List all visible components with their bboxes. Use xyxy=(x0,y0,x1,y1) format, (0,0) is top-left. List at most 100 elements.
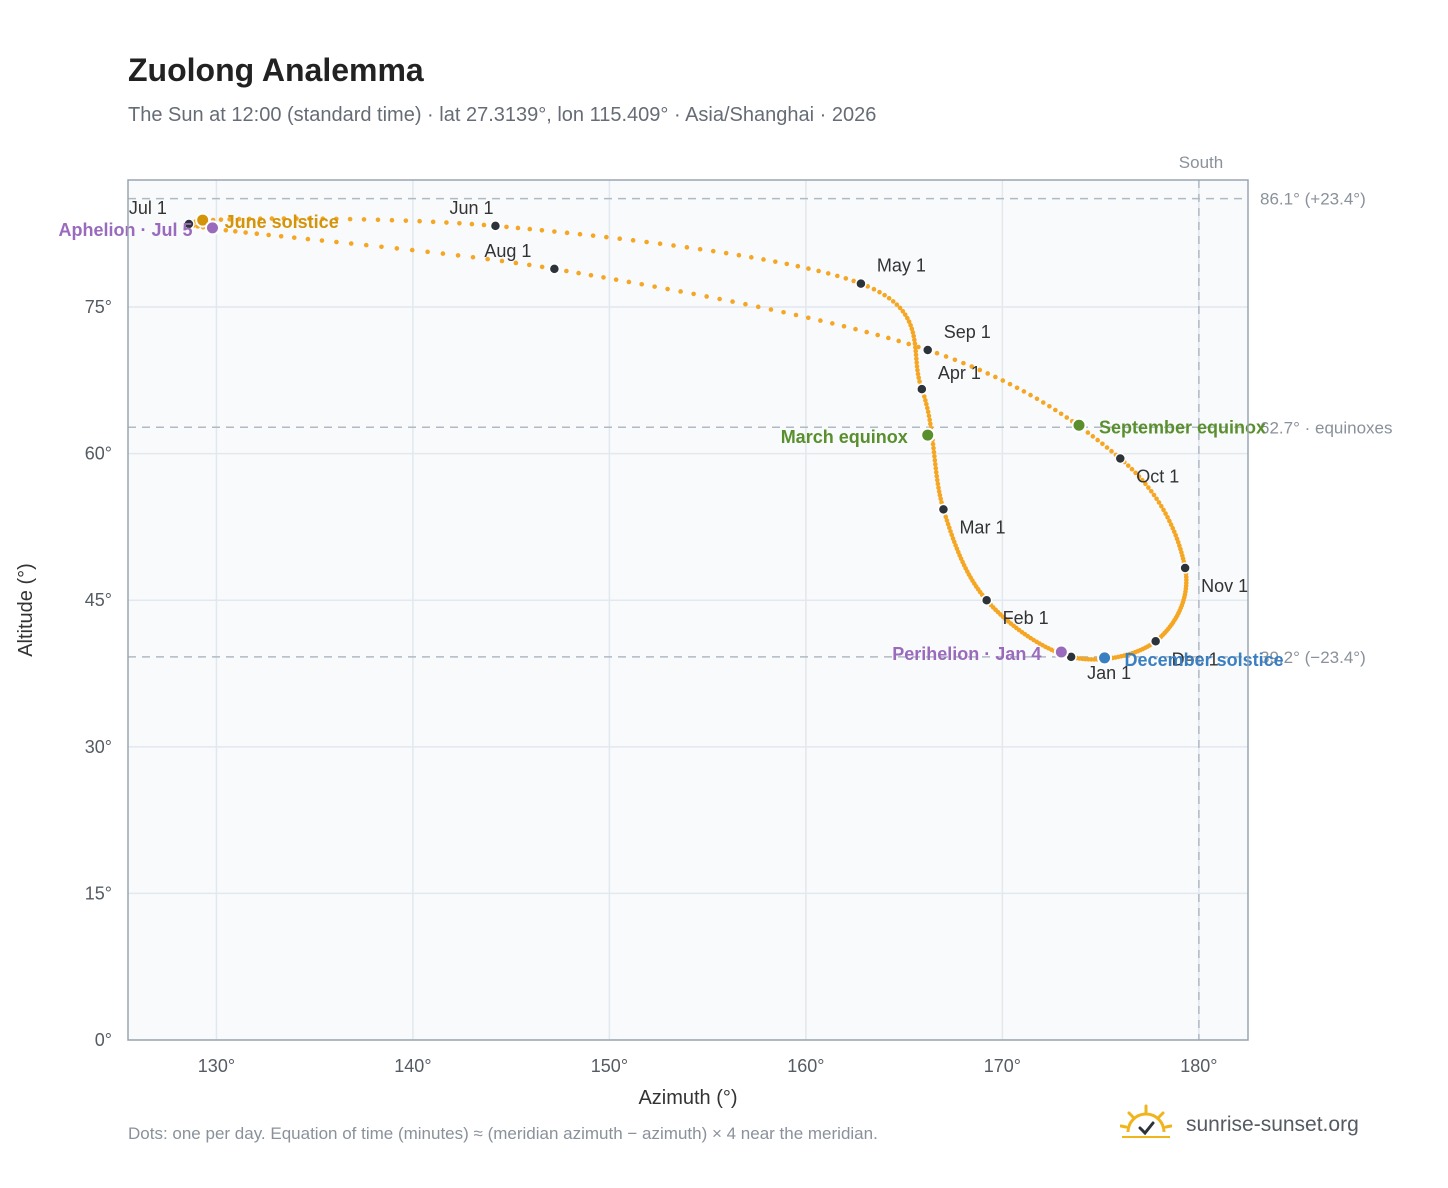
day-dot xyxy=(334,216,339,222)
day-dot xyxy=(1133,470,1138,476)
day-dot xyxy=(409,247,415,253)
day-dot xyxy=(912,337,917,343)
event-label: March equinox xyxy=(781,427,908,447)
day-dot xyxy=(913,348,919,354)
day-dot xyxy=(1163,511,1168,516)
day-dot xyxy=(851,278,856,284)
day-dot xyxy=(875,332,880,338)
day-dot xyxy=(430,219,436,225)
day-dot xyxy=(227,217,232,222)
day-dot xyxy=(781,309,786,315)
x-tick-label: 140° xyxy=(394,1056,431,1076)
day-dot xyxy=(793,312,799,318)
meridian-label: South xyxy=(1179,153,1223,172)
month-label: Oct 1 xyxy=(1136,467,1179,487)
day-dot xyxy=(896,338,901,344)
day-dot xyxy=(952,357,958,363)
month-label: Jul 1 xyxy=(129,198,167,218)
day-dot xyxy=(684,245,690,250)
day-dot xyxy=(865,284,871,289)
day-dot xyxy=(652,284,657,289)
day-dot xyxy=(936,489,942,494)
day-dot xyxy=(934,477,940,483)
month-label: Nov 1 xyxy=(1201,576,1248,596)
day-dot xyxy=(911,333,916,339)
day-dot xyxy=(1090,434,1096,439)
month-label: Aug 1 xyxy=(484,241,531,261)
day-dot xyxy=(1058,411,1064,417)
day-dot xyxy=(945,521,951,527)
day-dot xyxy=(816,268,821,274)
day-dot xyxy=(617,236,623,242)
day-dot xyxy=(916,375,921,381)
day-dot xyxy=(961,360,966,366)
day-dot xyxy=(481,222,487,228)
day-dot xyxy=(916,344,921,350)
footnote: Dots: one per day. Equation of time (min… xyxy=(128,1124,878,1143)
day-dot xyxy=(915,371,921,377)
day-dot xyxy=(444,220,449,225)
day-dot xyxy=(912,341,918,346)
day-dot xyxy=(307,216,312,221)
day-dot xyxy=(319,238,325,243)
day-dot xyxy=(1171,529,1177,535)
day-dot xyxy=(948,529,953,534)
day-dot xyxy=(928,421,933,427)
day-dot xyxy=(931,445,936,451)
day-dot xyxy=(943,354,949,359)
day-dot xyxy=(281,216,287,221)
day-dot xyxy=(564,268,569,274)
x-tick-label: 170° xyxy=(984,1056,1021,1076)
plot-frame xyxy=(127,179,1249,1041)
day-dot xyxy=(394,246,400,251)
day-dot xyxy=(644,239,649,245)
month-label: May 1 xyxy=(877,256,926,276)
day-dot xyxy=(890,299,896,304)
x-axis-label: Azimuth (°) xyxy=(638,1087,737,1109)
day-dot xyxy=(768,307,774,312)
event-marker xyxy=(1097,650,1113,666)
month-marker xyxy=(937,503,950,516)
day-dot xyxy=(935,481,941,487)
month-label: Jan 1 xyxy=(1087,663,1131,683)
day-dot xyxy=(773,259,778,264)
day-dot xyxy=(564,230,570,236)
day-dot xyxy=(513,260,519,266)
day-dot xyxy=(455,253,461,258)
day-dot xyxy=(269,216,275,221)
day-dot xyxy=(515,225,521,231)
day-dot xyxy=(457,220,462,226)
day-dot xyxy=(1146,485,1151,490)
day-dot xyxy=(1034,396,1040,402)
day-dot xyxy=(937,492,943,498)
day-dot xyxy=(925,409,931,415)
day-dot xyxy=(1021,389,1027,394)
y-tick-label: 60° xyxy=(85,444,112,464)
day-dot xyxy=(1095,437,1100,443)
day-dot xyxy=(944,518,950,523)
event-marker xyxy=(195,212,211,228)
day-dot xyxy=(657,241,663,247)
day-dot xyxy=(947,525,952,531)
day-dot xyxy=(930,441,936,447)
day-dot xyxy=(717,296,722,302)
axes: 130° 140° 150° 160° 170° 180° 0° 15° 30° 45° 60° 75… xyxy=(85,297,1218,1076)
day-dot xyxy=(931,449,937,455)
day-dot xyxy=(914,364,920,369)
day-dot xyxy=(671,243,676,248)
day-dot xyxy=(266,232,271,238)
day-dot xyxy=(1156,500,1162,505)
day-dot xyxy=(1173,533,1178,538)
day-dot xyxy=(926,413,932,419)
day-dot xyxy=(363,242,369,248)
day-dot xyxy=(1159,503,1164,509)
day-dot xyxy=(1040,400,1046,405)
day-dot xyxy=(1151,492,1157,498)
day-dot xyxy=(951,539,957,545)
day-dot xyxy=(291,235,297,240)
day-dot xyxy=(906,341,912,347)
day-dot xyxy=(1085,430,1091,435)
day-dot xyxy=(539,227,545,233)
day-dot xyxy=(604,234,609,240)
day-dot xyxy=(913,352,919,358)
